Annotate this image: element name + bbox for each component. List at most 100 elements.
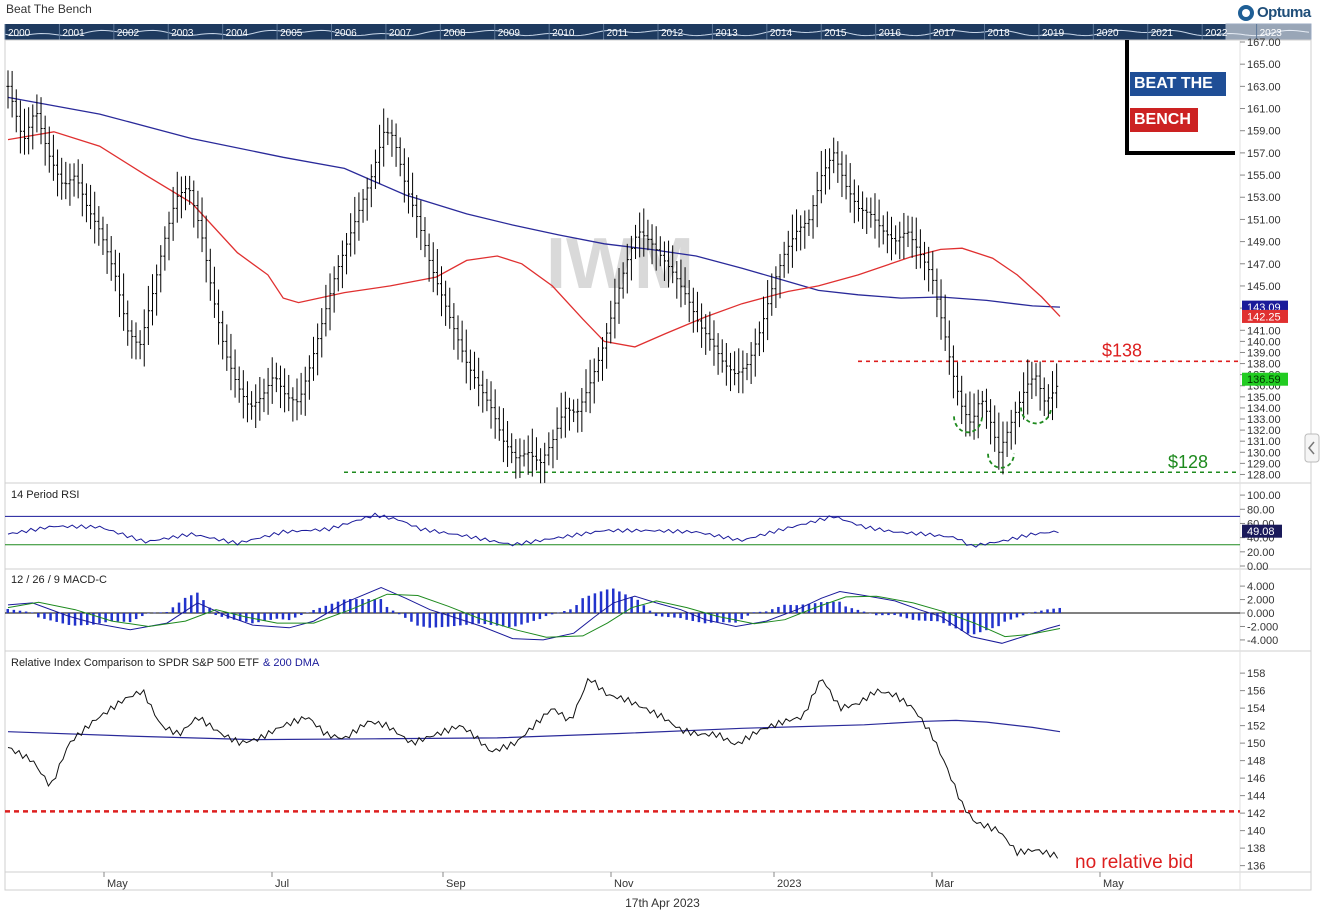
macd-hist-bar xyxy=(391,610,395,614)
ma-long-line xyxy=(7,96,1061,308)
price-y-tick-label: 131.00 xyxy=(1247,436,1281,448)
macd-hist-bar xyxy=(703,613,707,624)
macd-hist-bar xyxy=(1058,607,1061,614)
macd-hist-bar xyxy=(92,613,95,625)
macd-hist-bar xyxy=(465,613,468,625)
macd-hist-bar xyxy=(838,601,841,614)
macd-hist-bar xyxy=(1046,609,1049,614)
relative-annotation: no relative bid xyxy=(1075,852,1193,873)
relative-line xyxy=(7,677,1059,859)
macd-hist-bar xyxy=(832,601,835,614)
macd-hist-bar xyxy=(795,605,798,614)
relative-y-axis: 136 138 140 142 144 146 148 150 152 154 156 158 xyxy=(1240,668,1265,873)
macd-hist-bar xyxy=(893,613,896,616)
macd-hist-bar xyxy=(404,613,407,618)
macd-hist-bar xyxy=(978,613,982,633)
macd-hist-bar xyxy=(495,613,499,626)
macd-hist-bar xyxy=(508,613,511,628)
macd-title: 12 / 26 / 9 MACD-C xyxy=(11,574,107,586)
macd-hist-bar xyxy=(899,613,902,617)
macd-hist-bar xyxy=(807,603,811,614)
macd-hist-bar xyxy=(257,613,260,623)
date-axis-label: Mar xyxy=(935,878,954,890)
pattern-arc xyxy=(1020,407,1052,425)
macd-hist-bar xyxy=(379,599,383,614)
date-axis-label: May xyxy=(1103,878,1124,890)
macd-hist-bar xyxy=(202,600,205,614)
macd-hist-bar xyxy=(1003,613,1006,622)
rsi-y-tick-label: 80.00 xyxy=(1247,504,1275,516)
logo-text: Optuma xyxy=(1257,4,1311,21)
macd-hist-bar xyxy=(709,613,713,623)
price-y-tick-label: 147.00 xyxy=(1247,259,1281,271)
page-title: Beat The Bench xyxy=(6,2,92,16)
macd-hist-bar xyxy=(98,613,101,624)
overview-year-label: 2010 xyxy=(552,28,575,39)
ticker-watermark: IWM xyxy=(546,224,694,304)
price-bars xyxy=(6,70,1059,484)
macd-hist-bar xyxy=(434,613,438,628)
macd-hist-bar xyxy=(153,612,156,614)
overview-year-label: 2006 xyxy=(335,28,358,39)
macd-hist-bar xyxy=(12,609,16,614)
macd-hist-bar xyxy=(972,613,976,635)
price-y-tick-label: 135.00 xyxy=(1247,392,1281,404)
macd-hist-bar xyxy=(844,606,847,614)
macd-hist-bar xyxy=(887,613,890,616)
price-badge-bg xyxy=(1242,309,1288,323)
price-y-tick-label: 128.00 xyxy=(1247,469,1281,481)
macd-hist-bar xyxy=(30,612,34,614)
overview-year-label: 2009 xyxy=(498,28,521,39)
rsi-y-tick-label: 100.00 xyxy=(1247,490,1281,502)
brand-beat-the: BEAT THE xyxy=(1130,72,1226,96)
macd-hist-bar xyxy=(471,613,474,625)
macd-hist-bar xyxy=(587,595,591,614)
price-y-tick-label: 155.00 xyxy=(1247,170,1281,182)
macd-hist-bar xyxy=(147,613,150,614)
macd-hist-bar xyxy=(960,613,964,631)
macd-hist-bar xyxy=(801,604,805,614)
macd-hist-bar xyxy=(281,613,285,620)
price-y-tick-label: 161.00 xyxy=(1247,104,1281,116)
rsi-y-tick-label: 0.00 xyxy=(1247,561,1268,573)
macd-hist-bar xyxy=(122,613,126,622)
relative-y-tick-label: 150 xyxy=(1247,738,1265,750)
macd-hist-bar xyxy=(599,591,603,614)
macd-hist-bar xyxy=(1052,608,1055,614)
overview-year-label: 2019 xyxy=(1042,28,1065,39)
macd-hist-bar xyxy=(764,611,768,614)
macd-y-tick-label: 4.000 xyxy=(1247,581,1275,593)
macd-hist-bar xyxy=(691,613,695,621)
macd-hist-bar xyxy=(269,613,272,620)
overview-year-label: 2018 xyxy=(988,28,1011,39)
macd-hist-bar xyxy=(385,606,389,614)
macd-hist-bar xyxy=(728,613,731,623)
macd-hist-bar xyxy=(685,613,688,620)
macd-hist-bar xyxy=(428,613,432,628)
macd-hist-bar xyxy=(526,613,529,623)
relative-title-dma: & 200 DMA xyxy=(263,657,320,669)
macd-hist-bar xyxy=(293,613,297,618)
macd-panel xyxy=(4,568,1312,652)
overview-year-label: 2017 xyxy=(933,28,956,39)
overview-year-label: 2016 xyxy=(879,28,902,39)
scroll-handle[interactable] xyxy=(1304,433,1320,463)
date-axis: May Jul Sep Nov 2023 Mar May xyxy=(103,872,1124,890)
macd-hist-bar xyxy=(208,607,211,614)
macd-hist-bar xyxy=(452,613,456,627)
overview-year-label: 2003 xyxy=(171,28,194,39)
macd-hist-bar xyxy=(189,595,193,614)
macd-hist-bar xyxy=(746,613,750,616)
relative-y-tick-label: 144 xyxy=(1247,791,1265,803)
relative-y-tick-label: 154 xyxy=(1247,703,1265,715)
macd-hist-bar xyxy=(324,605,328,614)
price-y-tick-label: 145.00 xyxy=(1247,281,1281,293)
price-y-tick-label: 138.00 xyxy=(1247,359,1281,371)
price-y-tick-label: 157.00 xyxy=(1247,148,1281,160)
price-y-tick-label: 129.00 xyxy=(1247,458,1281,470)
macd-hist-bar xyxy=(355,599,358,614)
relative-y-tick-label: 148 xyxy=(1247,756,1265,768)
date-axis-label: Sep xyxy=(446,878,466,890)
